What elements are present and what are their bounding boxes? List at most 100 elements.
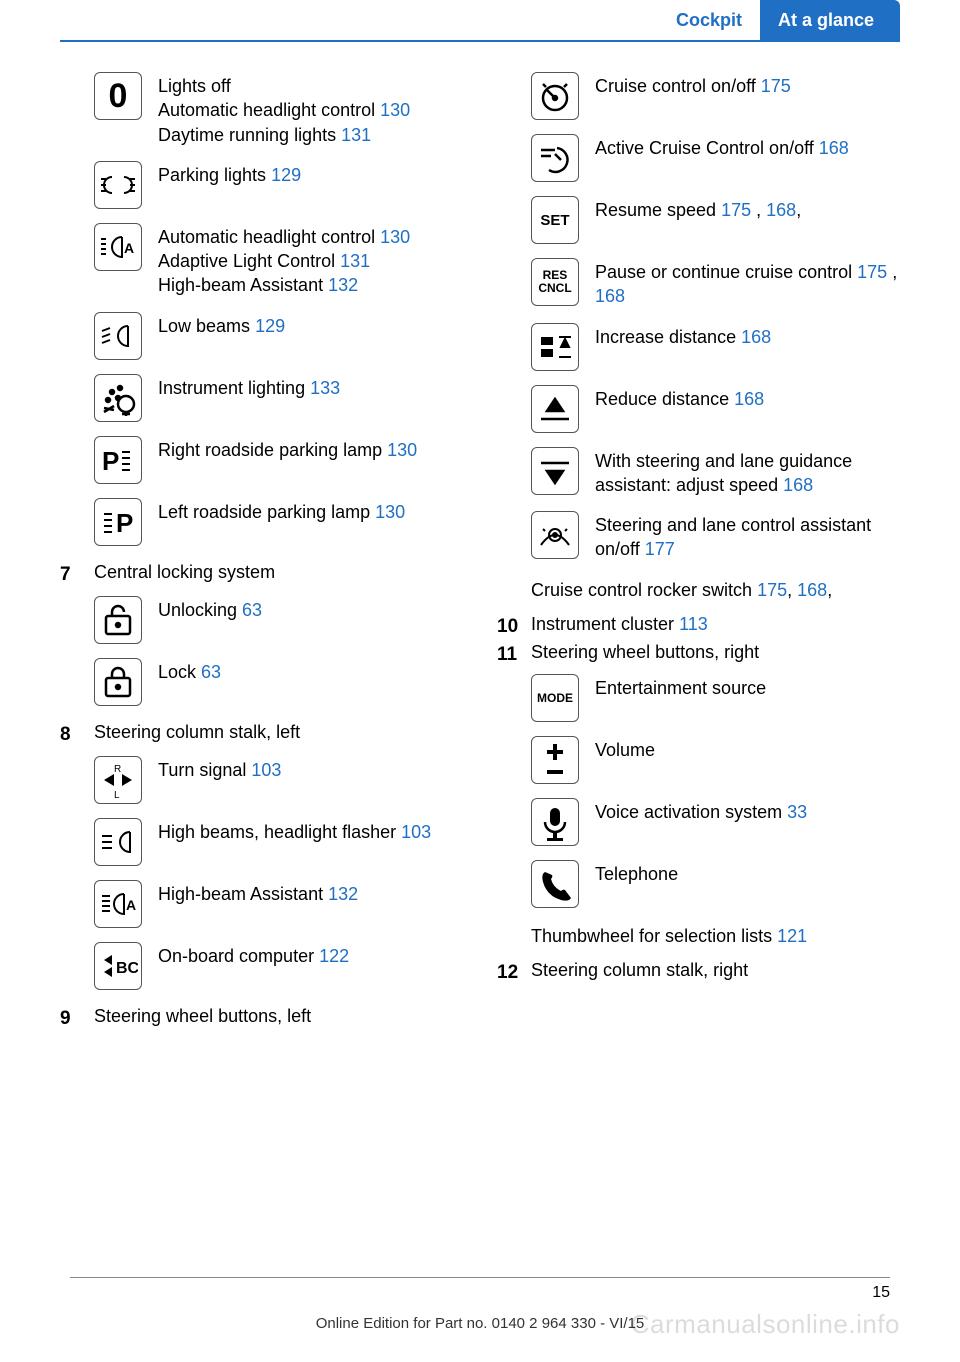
svg-text:L: L	[114, 790, 120, 800]
entry-text: High beams, head­light flasher 103	[158, 818, 463, 844]
page-ref[interactable]: 33	[787, 802, 807, 822]
entry-text: Lights off Automatic headlight con­trol …	[158, 72, 463, 147]
page-ref[interactable]: 168	[783, 475, 813, 495]
line: Adaptive Light Control 131	[158, 249, 463, 273]
entry-text: Lock 63	[158, 658, 463, 684]
section-title-text: Steering column stalk, right	[531, 960, 748, 984]
entry-text: Resume speed 175 , 168,	[595, 196, 900, 222]
entry-text: Automatic headlight con­trol 130 Adaptiv…	[158, 223, 463, 298]
page-ref[interactable]: 177	[645, 539, 675, 559]
entry-text: Parking lights 129	[158, 161, 463, 187]
page-ref[interactable]: 63	[242, 600, 262, 620]
section-8: 8 Steering column stalk, left	[60, 722, 463, 746]
section-title-text: Instrument cluster 113	[531, 614, 708, 638]
lane-adjust-speed-icon	[531, 447, 579, 495]
page-ref[interactable]: 130	[380, 227, 410, 247]
page-ref[interactable]: 175	[761, 76, 791, 96]
section-9: 9 Steering wheel buttons, left	[60, 1006, 463, 1030]
volume-icon	[531, 736, 579, 784]
page-ref[interactable]: 103	[401, 822, 431, 842]
page-ref[interactable]: 113	[679, 614, 708, 634]
entry-text: Volume	[595, 736, 900, 762]
entry-text: On-board computer 122	[158, 942, 463, 968]
set-icon: SET	[531, 196, 579, 244]
page-ref[interactable]: 130	[380, 100, 410, 120]
entry-text: Reduce distance 168	[595, 385, 900, 411]
rocker-switch-line: Cruise control rocker switch 175, 168,	[497, 576, 900, 602]
page-ref[interactable]: 168	[734, 389, 764, 409]
svg-text:A: A	[124, 240, 134, 256]
entry-text: Increase distance 168	[595, 323, 900, 349]
right-column: Cruise control on/off 175 Active Cruise …	[497, 72, 900, 1040]
page-ref[interactable]: 103	[251, 760, 281, 780]
high-beam-assist-icon: A	[94, 880, 142, 928]
active-cruise-icon	[531, 134, 579, 182]
page-ref[interactable]: 121	[777, 926, 807, 946]
section-10: 10 Instrument cluster 113	[497, 614, 900, 638]
page-ref[interactable]: 168	[766, 200, 796, 220]
line: Automatic headlight con­trol 130	[158, 98, 463, 122]
line: Lights off	[158, 74, 463, 98]
lock-icon	[94, 658, 142, 706]
section-12: 12 Steering column stalk, right	[497, 960, 900, 984]
entry-text: Active Cruise Control on/off 168	[595, 134, 900, 160]
page-ref[interactable]: 168	[741, 327, 771, 347]
page-ref[interactable]: 63	[201, 662, 221, 682]
section-number: 11	[497, 642, 531, 666]
entry-text: Pause or continue cruise con­trol 175 , …	[595, 258, 900, 309]
page-ref[interactable]: 129	[255, 316, 285, 336]
thumbwheel-line: Thumbwheel for selection lists 121	[497, 922, 900, 948]
left-column: 0 Lights off Automatic headlight con­tro…	[60, 72, 463, 1040]
auto-headlight-icon: A	[94, 223, 142, 271]
page-ref[interactable]: 122	[319, 946, 349, 966]
unlock-icon	[94, 596, 142, 644]
lights-off-icon: 0	[94, 72, 142, 120]
line: Daytime running lights 131	[158, 123, 463, 147]
parking-lights-icon	[94, 161, 142, 209]
page-ref[interactable]: 132	[328, 884, 358, 904]
increase-distance-icon	[531, 323, 579, 371]
entry-text: Turn signal 103	[158, 756, 463, 782]
entry-text: Left roadside parking lamp 130	[158, 498, 463, 524]
page-ref[interactable]: 175	[721, 200, 751, 220]
svg-text:BC: BC	[116, 960, 138, 977]
entry-text: With steering and lane guidance assistan…	[595, 447, 900, 498]
svg-text:P: P	[102, 446, 119, 476]
page-ref[interactable]: 130	[375, 502, 405, 522]
page-ref[interactable]: 130	[387, 440, 417, 460]
entry-text: Steering and lane control assis­tant on/…	[595, 511, 900, 562]
section-11: 11 Steering wheel buttons, right	[497, 642, 900, 666]
page-ref[interactable]: 168	[819, 138, 849, 158]
section-number: 7	[60, 562, 94, 586]
page-ref[interactable]: 129	[271, 165, 301, 185]
section-title-text: Steering column stalk, left	[94, 722, 300, 746]
section-number: 12	[497, 960, 531, 984]
page-ref[interactable]: 168	[595, 286, 625, 306]
page-content: 0 Lights off Automatic headlight con­tro…	[0, 42, 960, 1040]
watermark: Carmanualsonline.info	[631, 1309, 900, 1340]
reduce-distance-icon	[531, 385, 579, 433]
page-ref[interactable]: 133	[310, 378, 340, 398]
telephone-icon	[531, 860, 579, 908]
header-chapter: At a glance	[760, 0, 900, 40]
page-ref[interactable]: 131	[341, 125, 371, 145]
page-ref[interactable]: 132	[328, 275, 358, 295]
mode-icon: MODE	[531, 674, 579, 722]
section-number: 10	[497, 614, 531, 638]
page-ref[interactable]: 175	[857, 262, 887, 282]
svg-text:R: R	[114, 764, 121, 775]
svg-text:A: A	[126, 897, 136, 913]
res-cncl-icon: RES CNCL	[531, 258, 579, 306]
section-number: 9	[60, 1006, 94, 1030]
turn-signal-icon: RL	[94, 756, 142, 804]
page-ref[interactable]: 168	[797, 580, 827, 600]
page-ref[interactable]: 175	[757, 580, 787, 600]
section-number: 8	[60, 722, 94, 746]
page-ref[interactable]: 131	[340, 251, 370, 271]
entry-text: Voice activation system 33	[595, 798, 900, 824]
low-beam-icon	[94, 312, 142, 360]
header-section: Cockpit	[662, 0, 756, 40]
section-title-text: Steering wheel buttons, right	[531, 642, 759, 666]
voice-icon	[531, 798, 579, 846]
cruise-onoff-icon	[531, 72, 579, 120]
